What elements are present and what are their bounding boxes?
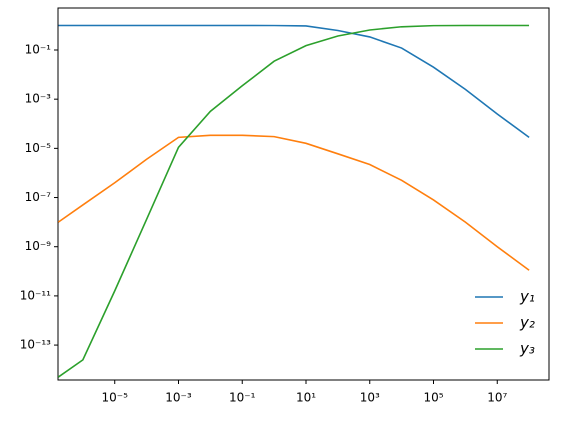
y-tick-label: 10⁻⁷ bbox=[25, 190, 52, 204]
legend-label: y₃ bbox=[519, 340, 535, 358]
x-tick-label: 10⁻¹ bbox=[229, 391, 256, 405]
y-tick-label: 10⁻¹¹ bbox=[20, 288, 51, 302]
plot-frame bbox=[57, 7, 550, 381]
y-tick-label: 10⁻⁵ bbox=[25, 141, 52, 155]
x-tick-label: 10⁻⁵ bbox=[102, 391, 129, 405]
x-tick-label: 10⁻³ bbox=[165, 391, 192, 405]
series-line bbox=[58, 25, 529, 377]
y-tick-label: 10⁻¹³ bbox=[20, 338, 51, 352]
legend-label: y₂ bbox=[519, 314, 535, 332]
x-tick-label: 10⁵ bbox=[423, 391, 443, 405]
x-tick-label: 10⁷ bbox=[487, 391, 507, 405]
x-tick-label: 10³ bbox=[360, 391, 380, 405]
y-tick-label: 10⁻¹ bbox=[25, 42, 52, 56]
series-line bbox=[58, 25, 529, 137]
y-tick-label: 10⁻⁹ bbox=[25, 239, 52, 253]
x-tick-label: 10¹ bbox=[296, 391, 316, 405]
legend-label: y₁ bbox=[519, 288, 535, 306]
y-tick-label: 10⁻³ bbox=[25, 92, 52, 106]
series-line bbox=[58, 135, 529, 270]
